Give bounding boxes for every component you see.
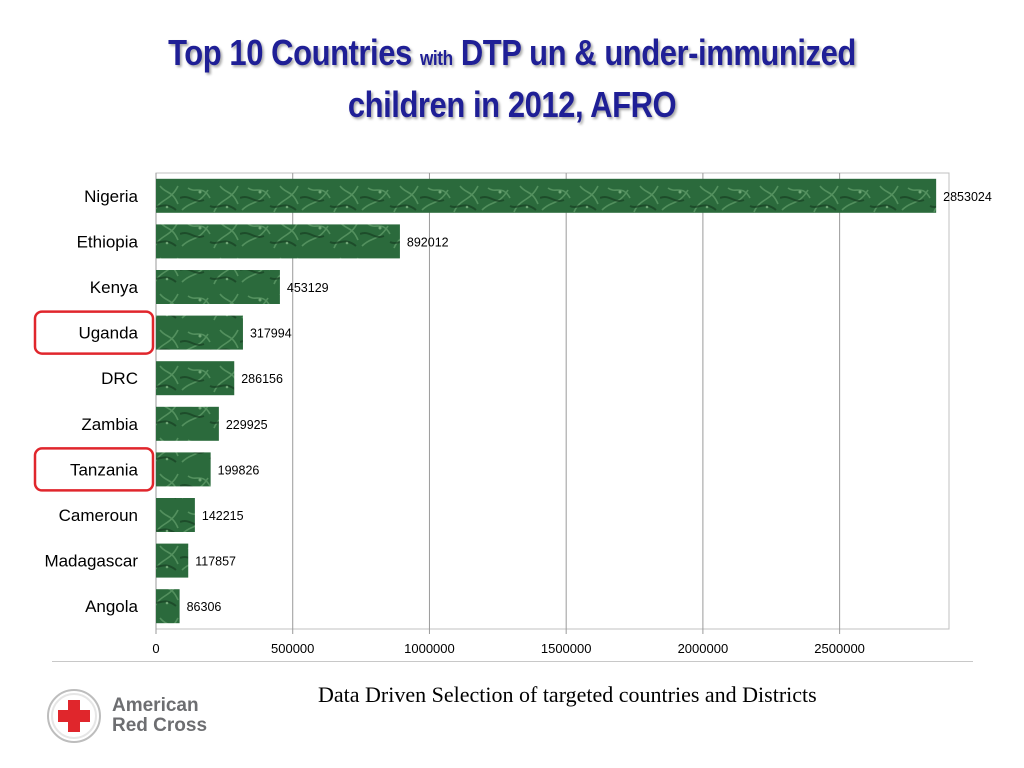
data-label: 892012 — [407, 235, 449, 249]
x-tick-label: 1500000 — [541, 641, 592, 656]
category-label: Kenya — [90, 278, 139, 297]
bar — [156, 406, 219, 441]
bar — [156, 224, 400, 259]
highlight-box — [33, 447, 155, 492]
logo-line2: Red Cross — [112, 715, 208, 736]
footer-divider — [52, 661, 973, 662]
category-label: Madagascar — [44, 552, 138, 571]
title-part1: Top 10 Countries — [168, 32, 412, 73]
x-tick-label: 500000 — [271, 641, 314, 656]
x-tick-label: 2500000 — [814, 641, 865, 656]
category-label: Tanzania — [70, 460, 139, 479]
data-label: 2853024 — [943, 190, 992, 204]
bar — [156, 543, 189, 578]
bar — [156, 498, 195, 532]
bar — [156, 270, 280, 304]
slide-caption: Data Driven Selection of targeted countr… — [318, 682, 817, 707]
category-label: Nigeria — [84, 187, 138, 206]
data-label: 86306 — [187, 600, 222, 614]
x-tick-label: 1000000 — [404, 641, 455, 656]
category-label: Zambia — [81, 415, 138, 434]
data-label: 117857 — [195, 555, 236, 569]
category-label: DRC — [101, 369, 138, 388]
red-cross-logo-icon — [47, 689, 101, 743]
slide-title: Top 10 Countries with DTP un & under-imm… — [72, 30, 953, 128]
data-label: 317994 — [250, 327, 292, 341]
category-label: Cameroun — [59, 506, 138, 525]
highlight-box — [33, 310, 155, 355]
data-label: 453129 — [287, 281, 329, 295]
x-tick-label: 2000000 — [678, 641, 729, 656]
bar — [156, 315, 243, 350]
bar — [156, 589, 180, 624]
x-tick-label: 0 — [152, 641, 159, 656]
bar — [156, 361, 235, 396]
category-label: Angola — [85, 597, 138, 616]
data-label: 199826 — [218, 463, 260, 477]
logo-wordmark: American Red Cross — [112, 696, 207, 736]
logo-line1: American — [112, 695, 199, 716]
bar — [156, 178, 937, 213]
bar — [156, 452, 211, 487]
title-part2: DTP un & under-immunized — [460, 32, 856, 73]
bar-chart: 0 500000 1000000 1500000 2000000 2500000 Niger… — [33, 172, 992, 656]
category-label: Ethiopia — [77, 232, 139, 251]
title-line2: children in 2012, AFRO — [347, 84, 677, 125]
data-label: 286156 — [241, 372, 283, 386]
title-small-word: with — [419, 48, 453, 70]
data-label: 142215 — [202, 509, 244, 523]
category-label: Uganda — [78, 324, 138, 343]
data-label: 229925 — [226, 418, 268, 432]
